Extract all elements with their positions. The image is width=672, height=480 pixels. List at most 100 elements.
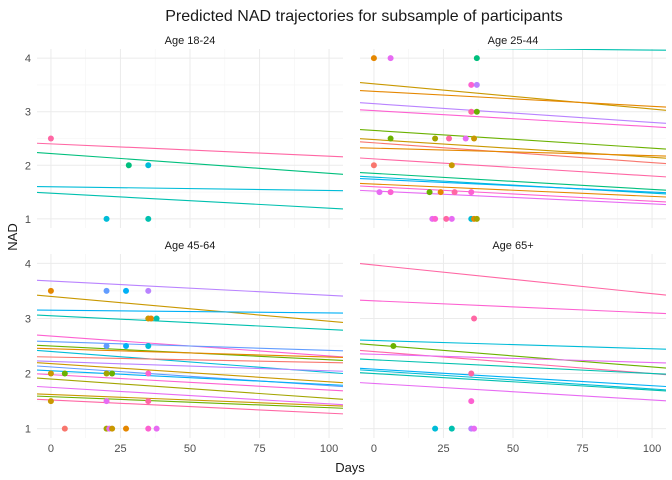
data-point [145, 287, 152, 294]
x-tick-label: 100 [320, 443, 338, 455]
facet-strip-label: Age 45-64 [165, 240, 216, 252]
trajectory-line [360, 185, 666, 203]
trajectory-line [360, 263, 666, 296]
data-point [390, 343, 397, 349]
data-point [376, 189, 383, 196]
data-point [468, 398, 475, 405]
data-point [103, 398, 110, 405]
data-point [145, 162, 152, 169]
trajectory-line [37, 340, 343, 352]
data-point [47, 398, 54, 405]
gridlines [360, 49, 666, 228]
trajectory-line [360, 339, 666, 350]
data-point [47, 370, 54, 377]
trajectory-line [360, 358, 666, 375]
facet-panel: Age 18-24 1 2 3 4 [25, 35, 343, 228]
data-point [109, 370, 116, 377]
trajectory-lines [37, 279, 343, 415]
observed-points [370, 55, 480, 222]
data-point [387, 55, 394, 62]
trajectory-line [37, 185, 343, 192]
y-tick-label: 2 [25, 369, 31, 381]
data-point [448, 162, 455, 169]
x-tick-label: 25 [114, 443, 126, 455]
trajectory-line [360, 141, 666, 165]
data-point [473, 81, 480, 88]
data-point [432, 425, 439, 432]
facet-panel: Age 65+ 0 25 50 75 100 [360, 240, 666, 455]
data-point [145, 398, 152, 405]
trajectory-line [360, 157, 666, 178]
trajectory-line [37, 385, 343, 406]
x-tick-label: 100 [643, 443, 661, 455]
chart-title: Predicted NAD trajectories for subsample… [165, 8, 563, 25]
trajectory-line [37, 347, 343, 358]
trajectory-line [37, 151, 343, 175]
data-point [387, 135, 394, 142]
trajectory-line [37, 362, 343, 384]
data-point [437, 189, 444, 196]
x-tick-label: 0 [371, 443, 377, 455]
trajectory-line [360, 102, 666, 124]
x-tick-label: 75 [253, 443, 265, 455]
data-point [446, 135, 453, 142]
trajectory-line [37, 393, 343, 407]
data-point [103, 287, 110, 294]
trajectory-line [360, 353, 666, 364]
y-axis-title: NAD [5, 223, 20, 250]
trajectory-line [37, 191, 343, 210]
y-tick-label: 2 [25, 160, 31, 172]
data-point [370, 162, 377, 169]
gridlines [360, 254, 666, 438]
trajectory-line [360, 171, 666, 191]
trajectory-line [360, 109, 666, 129]
y-tick-label: 4 [25, 53, 31, 65]
x-tick-label: 0 [48, 443, 54, 455]
trajectory-line [360, 90, 666, 108]
trajectory-lines [360, 263, 666, 402]
facet-strip-label: Age 65+ [492, 240, 533, 252]
trajectory-line [37, 395, 343, 409]
data-point [148, 315, 155, 322]
trajectory-line [37, 398, 343, 415]
trajectory-line [360, 82, 666, 111]
trajectory-line [360, 372, 666, 392]
data-point [103, 343, 110, 349]
observed-points [47, 287, 160, 432]
data-point [61, 425, 68, 432]
data-point [468, 108, 475, 115]
data-point [432, 135, 439, 142]
x-tick-label: 75 [576, 443, 588, 455]
data-point [473, 55, 480, 62]
trajectory-line [360, 178, 666, 194]
trajectory-line [37, 142, 343, 158]
data-point [123, 287, 130, 294]
trajectory-line [483, 49, 666, 51]
trajectory-line [360, 189, 666, 206]
data-point [462, 135, 469, 142]
trajectory-line [360, 382, 666, 402]
data-point [451, 189, 458, 196]
data-point [153, 425, 160, 432]
y-tick-label: 3 [25, 107, 31, 119]
facet-strip-label: Age 18-24 [165, 35, 216, 47]
trajectory-line [37, 360, 343, 372]
trajectory-line [37, 369, 343, 386]
trajectory-line [360, 129, 666, 150]
data-point [468, 81, 475, 88]
trajectory-line [360, 147, 666, 157]
data-point [448, 215, 455, 222]
data-point [471, 425, 478, 432]
data-point [109, 425, 116, 432]
data-point [387, 189, 394, 196]
data-point [153, 315, 160, 322]
data-point [443, 215, 450, 222]
data-point [432, 215, 439, 222]
y-tick-label: 3 [25, 313, 31, 325]
trajectory-line [360, 349, 666, 376]
data-point [103, 215, 110, 222]
facet-panel: Age 45-64 1 2 3 4 0 25 50 75 100 [25, 240, 343, 455]
trajectory-line [37, 314, 343, 331]
data-point [468, 189, 475, 196]
data-point [145, 215, 152, 222]
